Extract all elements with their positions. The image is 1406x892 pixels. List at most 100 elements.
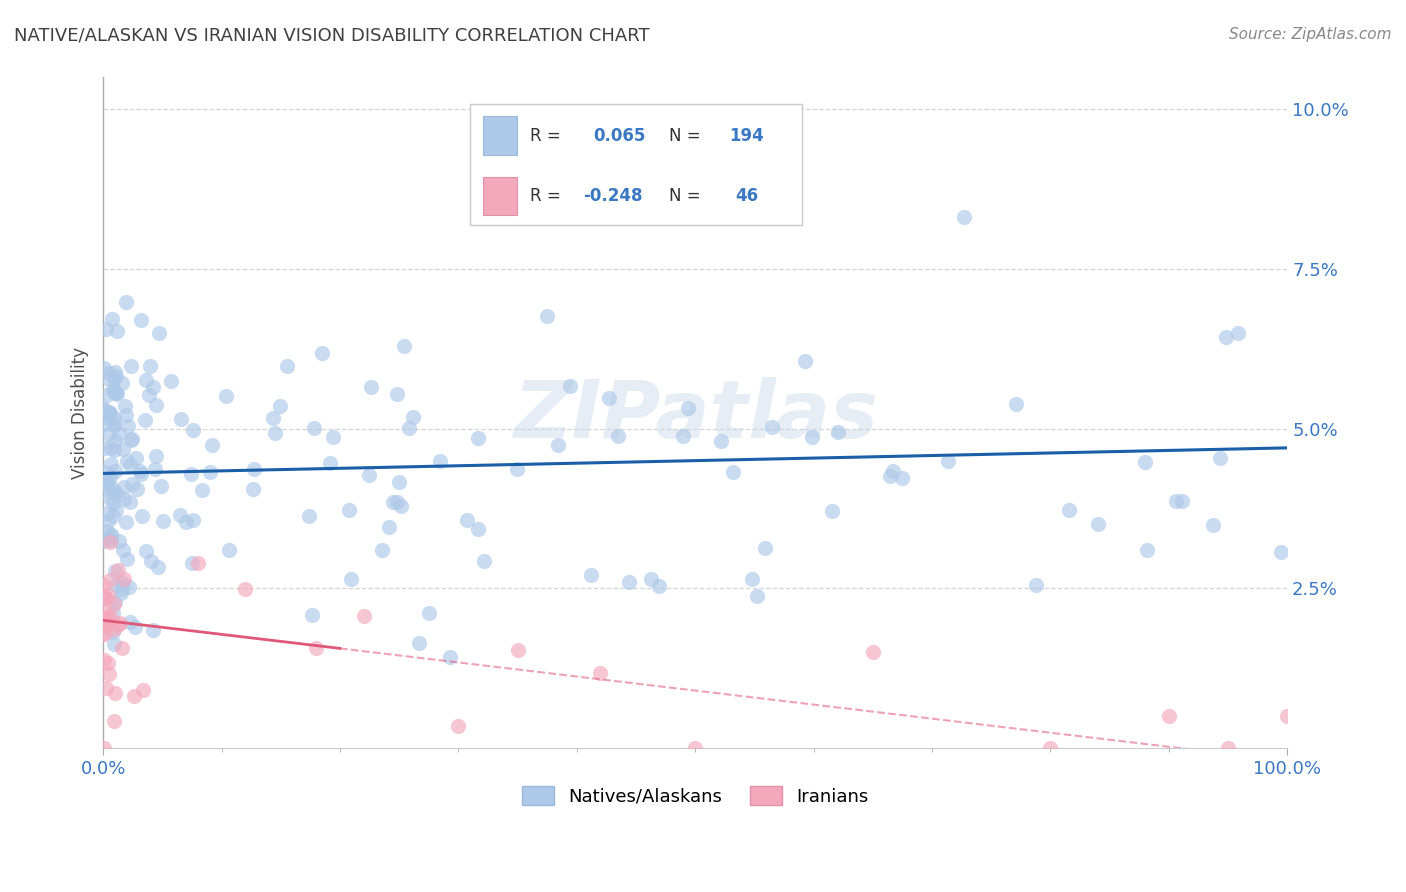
- Point: [170, 411, 193, 425]
- Point: [105, 387, 128, 401]
- Point: [360, 379, 382, 393]
- Point: [467, 522, 489, 536]
- Point: [97, 474, 120, 488]
- Point: [100, 311, 122, 326]
- Point: [357, 468, 380, 483]
- Point: [160, 374, 183, 388]
- Point: [97, 405, 120, 419]
- Point: [1227, 326, 1250, 341]
- Point: [1087, 516, 1109, 531]
- Point: [112, 442, 135, 457]
- Point: [98, 470, 121, 484]
- Point: [243, 462, 266, 476]
- Point: [191, 483, 214, 497]
- Point: [94, 607, 117, 621]
- Point: [93, 591, 115, 605]
- Point: [181, 556, 204, 570]
- Point: [242, 482, 264, 496]
- Point: [118, 458, 141, 472]
- Point: [371, 543, 394, 558]
- Point: [105, 577, 128, 591]
- Point: [340, 573, 363, 587]
- Point: [148, 559, 170, 574]
- Point: [93, 619, 115, 633]
- Point: [93, 465, 115, 479]
- Point: [111, 640, 134, 655]
- Point: [143, 462, 166, 476]
- Point: [276, 359, 298, 373]
- Point: [558, 379, 581, 393]
- Point: [398, 420, 420, 434]
- Point: [132, 683, 155, 698]
- Point: [672, 428, 695, 442]
- Point: [101, 624, 124, 639]
- Point: [125, 450, 148, 465]
- Text: ZIPatlas: ZIPatlas: [513, 377, 877, 455]
- Point: [181, 423, 204, 437]
- Point: [117, 419, 139, 434]
- Point: [103, 417, 125, 432]
- Point: [93, 590, 115, 604]
- Point: [218, 542, 240, 557]
- Point: [105, 324, 128, 338]
- Point: [98, 534, 121, 549]
- Point: [96, 388, 118, 402]
- Point: [114, 294, 136, 309]
- Y-axis label: Vision Disability: Vision Disability: [72, 347, 89, 479]
- Point: [269, 400, 291, 414]
- Point: [1215, 330, 1237, 344]
- Point: [96, 615, 118, 630]
- Point: [148, 326, 170, 340]
- Point: [97, 514, 120, 528]
- Point: [93, 403, 115, 417]
- Point: [131, 509, 153, 524]
- Point: [96, 476, 118, 491]
- Point: [589, 666, 612, 681]
- Point: [103, 714, 125, 728]
- Point: [264, 426, 287, 441]
- Point: [115, 453, 138, 467]
- Point: [152, 514, 174, 528]
- Legend: Natives/Alaskans, Iranians: Natives/Alaskans, Iranians: [515, 779, 876, 813]
- Point: [114, 515, 136, 529]
- Point: [103, 686, 125, 700]
- Point: [122, 689, 145, 703]
- Point: [112, 480, 135, 494]
- Point: [97, 366, 120, 380]
- Point: [322, 430, 344, 444]
- Text: NATIVE/ALASKAN VS IRANIAN VISION DISABILITY CORRELATION CHART: NATIVE/ALASKAN VS IRANIAN VISION DISABIL…: [14, 27, 650, 45]
- Point: [201, 438, 224, 452]
- Point: [93, 741, 115, 756]
- Text: Source: ZipAtlas.com: Source: ZipAtlas.com: [1229, 27, 1392, 42]
- Point: [1004, 397, 1026, 411]
- Point: [467, 431, 489, 445]
- Point: [97, 588, 120, 602]
- Point: [107, 487, 129, 501]
- Point: [305, 641, 328, 656]
- Point: [98, 667, 121, 681]
- Point: [121, 476, 143, 491]
- Point: [93, 417, 115, 431]
- Point: [100, 533, 122, 548]
- Point: [862, 645, 884, 659]
- Point: [747, 589, 769, 603]
- Point: [1166, 494, 1188, 508]
- Point: [598, 391, 620, 405]
- Point: [547, 438, 569, 452]
- Point: [890, 471, 912, 485]
- Point: [104, 464, 127, 478]
- Point: [93, 653, 115, 667]
- Point: [108, 426, 131, 441]
- Point: [94, 590, 117, 604]
- Point: [94, 681, 117, 696]
- Point: [401, 409, 423, 424]
- Point: [94, 475, 117, 490]
- Point: [93, 626, 115, 640]
- Point: [187, 556, 209, 570]
- Point: [952, 211, 974, 225]
- Point: [169, 508, 191, 522]
- Point: [96, 524, 118, 538]
- Point: [93, 533, 115, 548]
- Point: [135, 373, 157, 387]
- Point: [97, 372, 120, 386]
